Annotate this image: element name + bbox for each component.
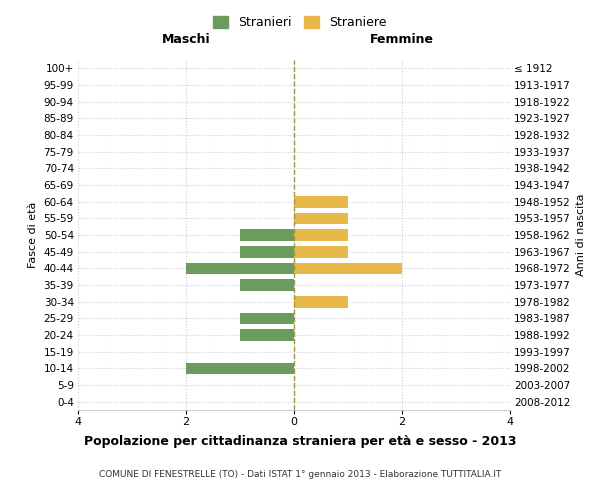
Bar — [294, 246, 348, 258]
Text: Maschi: Maschi — [161, 33, 211, 46]
Bar — [240, 229, 294, 241]
Bar — [240, 329, 294, 341]
Text: Femmine: Femmine — [370, 33, 434, 46]
Bar — [240, 312, 294, 324]
Legend: Stranieri, Straniere: Stranieri, Straniere — [208, 11, 392, 34]
Text: COMUNE DI FENESTRELLE (TO) - Dati ISTAT 1° gennaio 2013 - Elaborazione TUTTITALI: COMUNE DI FENESTRELLE (TO) - Dati ISTAT … — [99, 470, 501, 479]
Bar — [294, 212, 348, 224]
Text: Popolazione per cittadinanza straniera per età e sesso - 2013: Popolazione per cittadinanza straniera p… — [84, 435, 516, 448]
Bar — [294, 229, 348, 241]
Bar — [294, 262, 402, 274]
Bar — [294, 296, 348, 308]
Bar — [240, 279, 294, 291]
Y-axis label: Anni di nascita: Anni di nascita — [577, 194, 586, 276]
Y-axis label: Fasce di età: Fasce di età — [28, 202, 38, 268]
Bar — [294, 196, 348, 207]
Bar — [240, 246, 294, 258]
Bar — [186, 262, 294, 274]
Bar — [186, 362, 294, 374]
